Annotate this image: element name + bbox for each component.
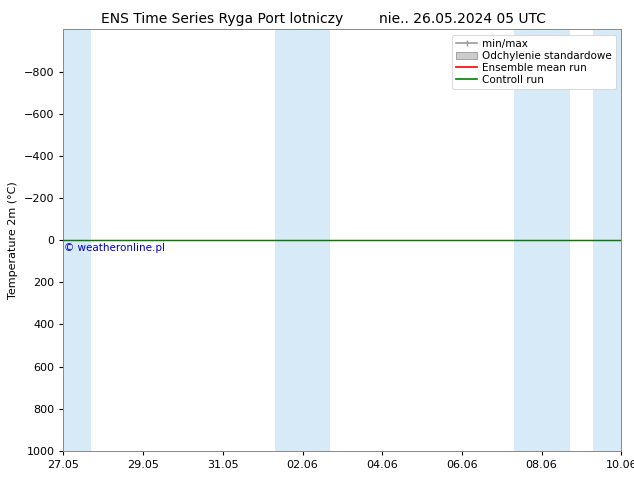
Bar [593,29,621,451]
Bar [514,29,569,451]
Text: © weatheronline.pl: © weatheronline.pl [64,243,165,253]
Bar [275,29,330,451]
Legend: min/max, Odchylenie standardowe, Ensemble mean run, Controll run: min/max, Odchylenie standardowe, Ensembl… [452,35,616,89]
Y-axis label: Temperature 2m (°C): Temperature 2m (°C) [8,181,18,299]
Text: nie.. 26.05.2024 05 UTC: nie.. 26.05.2024 05 UTC [379,12,547,26]
Text: ENS Time Series Ryga Port lotniczy: ENS Time Series Ryga Port lotniczy [101,12,343,26]
Bar [63,29,91,451]
